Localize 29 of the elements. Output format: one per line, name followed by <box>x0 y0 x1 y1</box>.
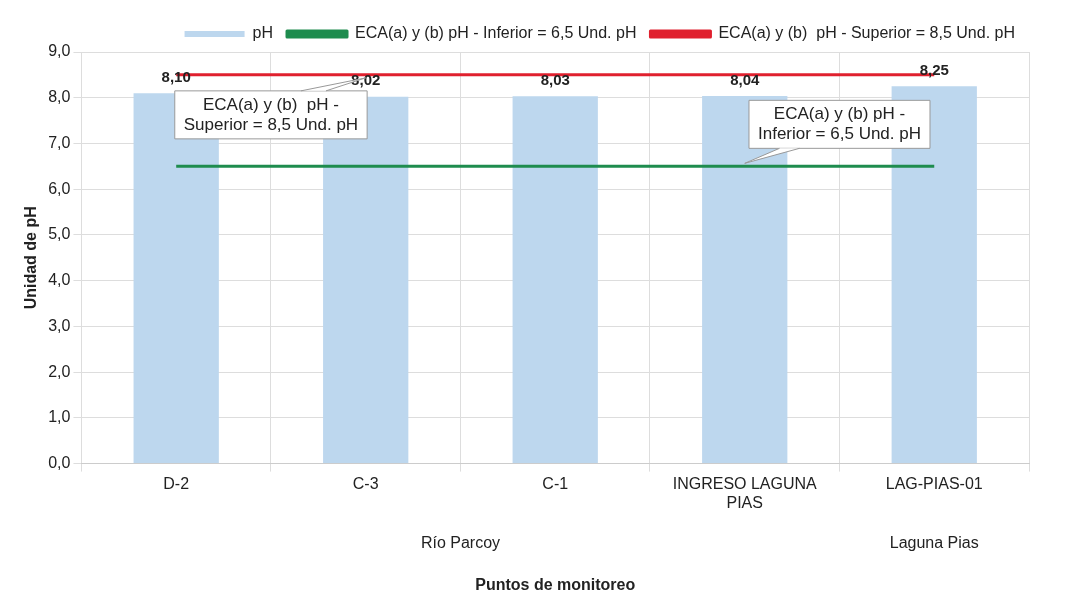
data-label: 8,10 <box>161 67 191 85</box>
annotation: ECA(a) y (b) pH - Superior = 8,5 Und. pH <box>183 94 359 134</box>
y-tick-label: 2,0 <box>48 362 71 380</box>
y-tick-label: 6,0 <box>48 179 71 197</box>
x-tick-label: INGRESO LAGUNA PIAS <box>672 474 818 511</box>
y-tick-label: 8,0 <box>48 88 71 106</box>
x-tick-label: D-2 <box>163 474 190 492</box>
data-label: 8,03 <box>540 71 570 88</box>
y-tick-label: 7,0 <box>48 133 71 151</box>
y-tick-label: 9,0 <box>48 42 71 60</box>
x-tick-label: C-3 <box>352 474 379 492</box>
text: Laguna Pias <box>889 534 979 552</box>
x-axis-title: Puntos de monitoreo <box>475 576 636 594</box>
legend-label: pH <box>252 24 274 42</box>
legend-label: ECA(a) y (b) pH - Superior = 8,5 Und. pH <box>718 24 1016 42</box>
x-tick-label: C-1 <box>542 474 569 492</box>
y-tick-label: 1,0 <box>48 408 71 426</box>
y-tick-label: 0,0 <box>48 454 71 472</box>
text: Río Parcoy <box>420 534 501 552</box>
y-axis-title: Unidad de pH <box>22 206 40 310</box>
y-tick-label: 5,0 <box>48 225 71 243</box>
y-tick-label: 3,0 <box>48 316 71 334</box>
data-label: 8,02 <box>351 71 381 89</box>
x-tick-label: LAG-PIAS-01 <box>885 474 983 492</box>
y-tick-label: 4,0 <box>48 271 71 289</box>
legend-label: ECA(a) y (b) pH - Inferior = 6,5 Und. pH <box>355 24 637 42</box>
data-label: 8,04 <box>730 70 760 88</box>
data-label: 8,25 <box>919 60 949 78</box>
annotation: ECA(a) y (b) pH - Inferior = 6,5 Und. pH <box>757 104 921 144</box>
